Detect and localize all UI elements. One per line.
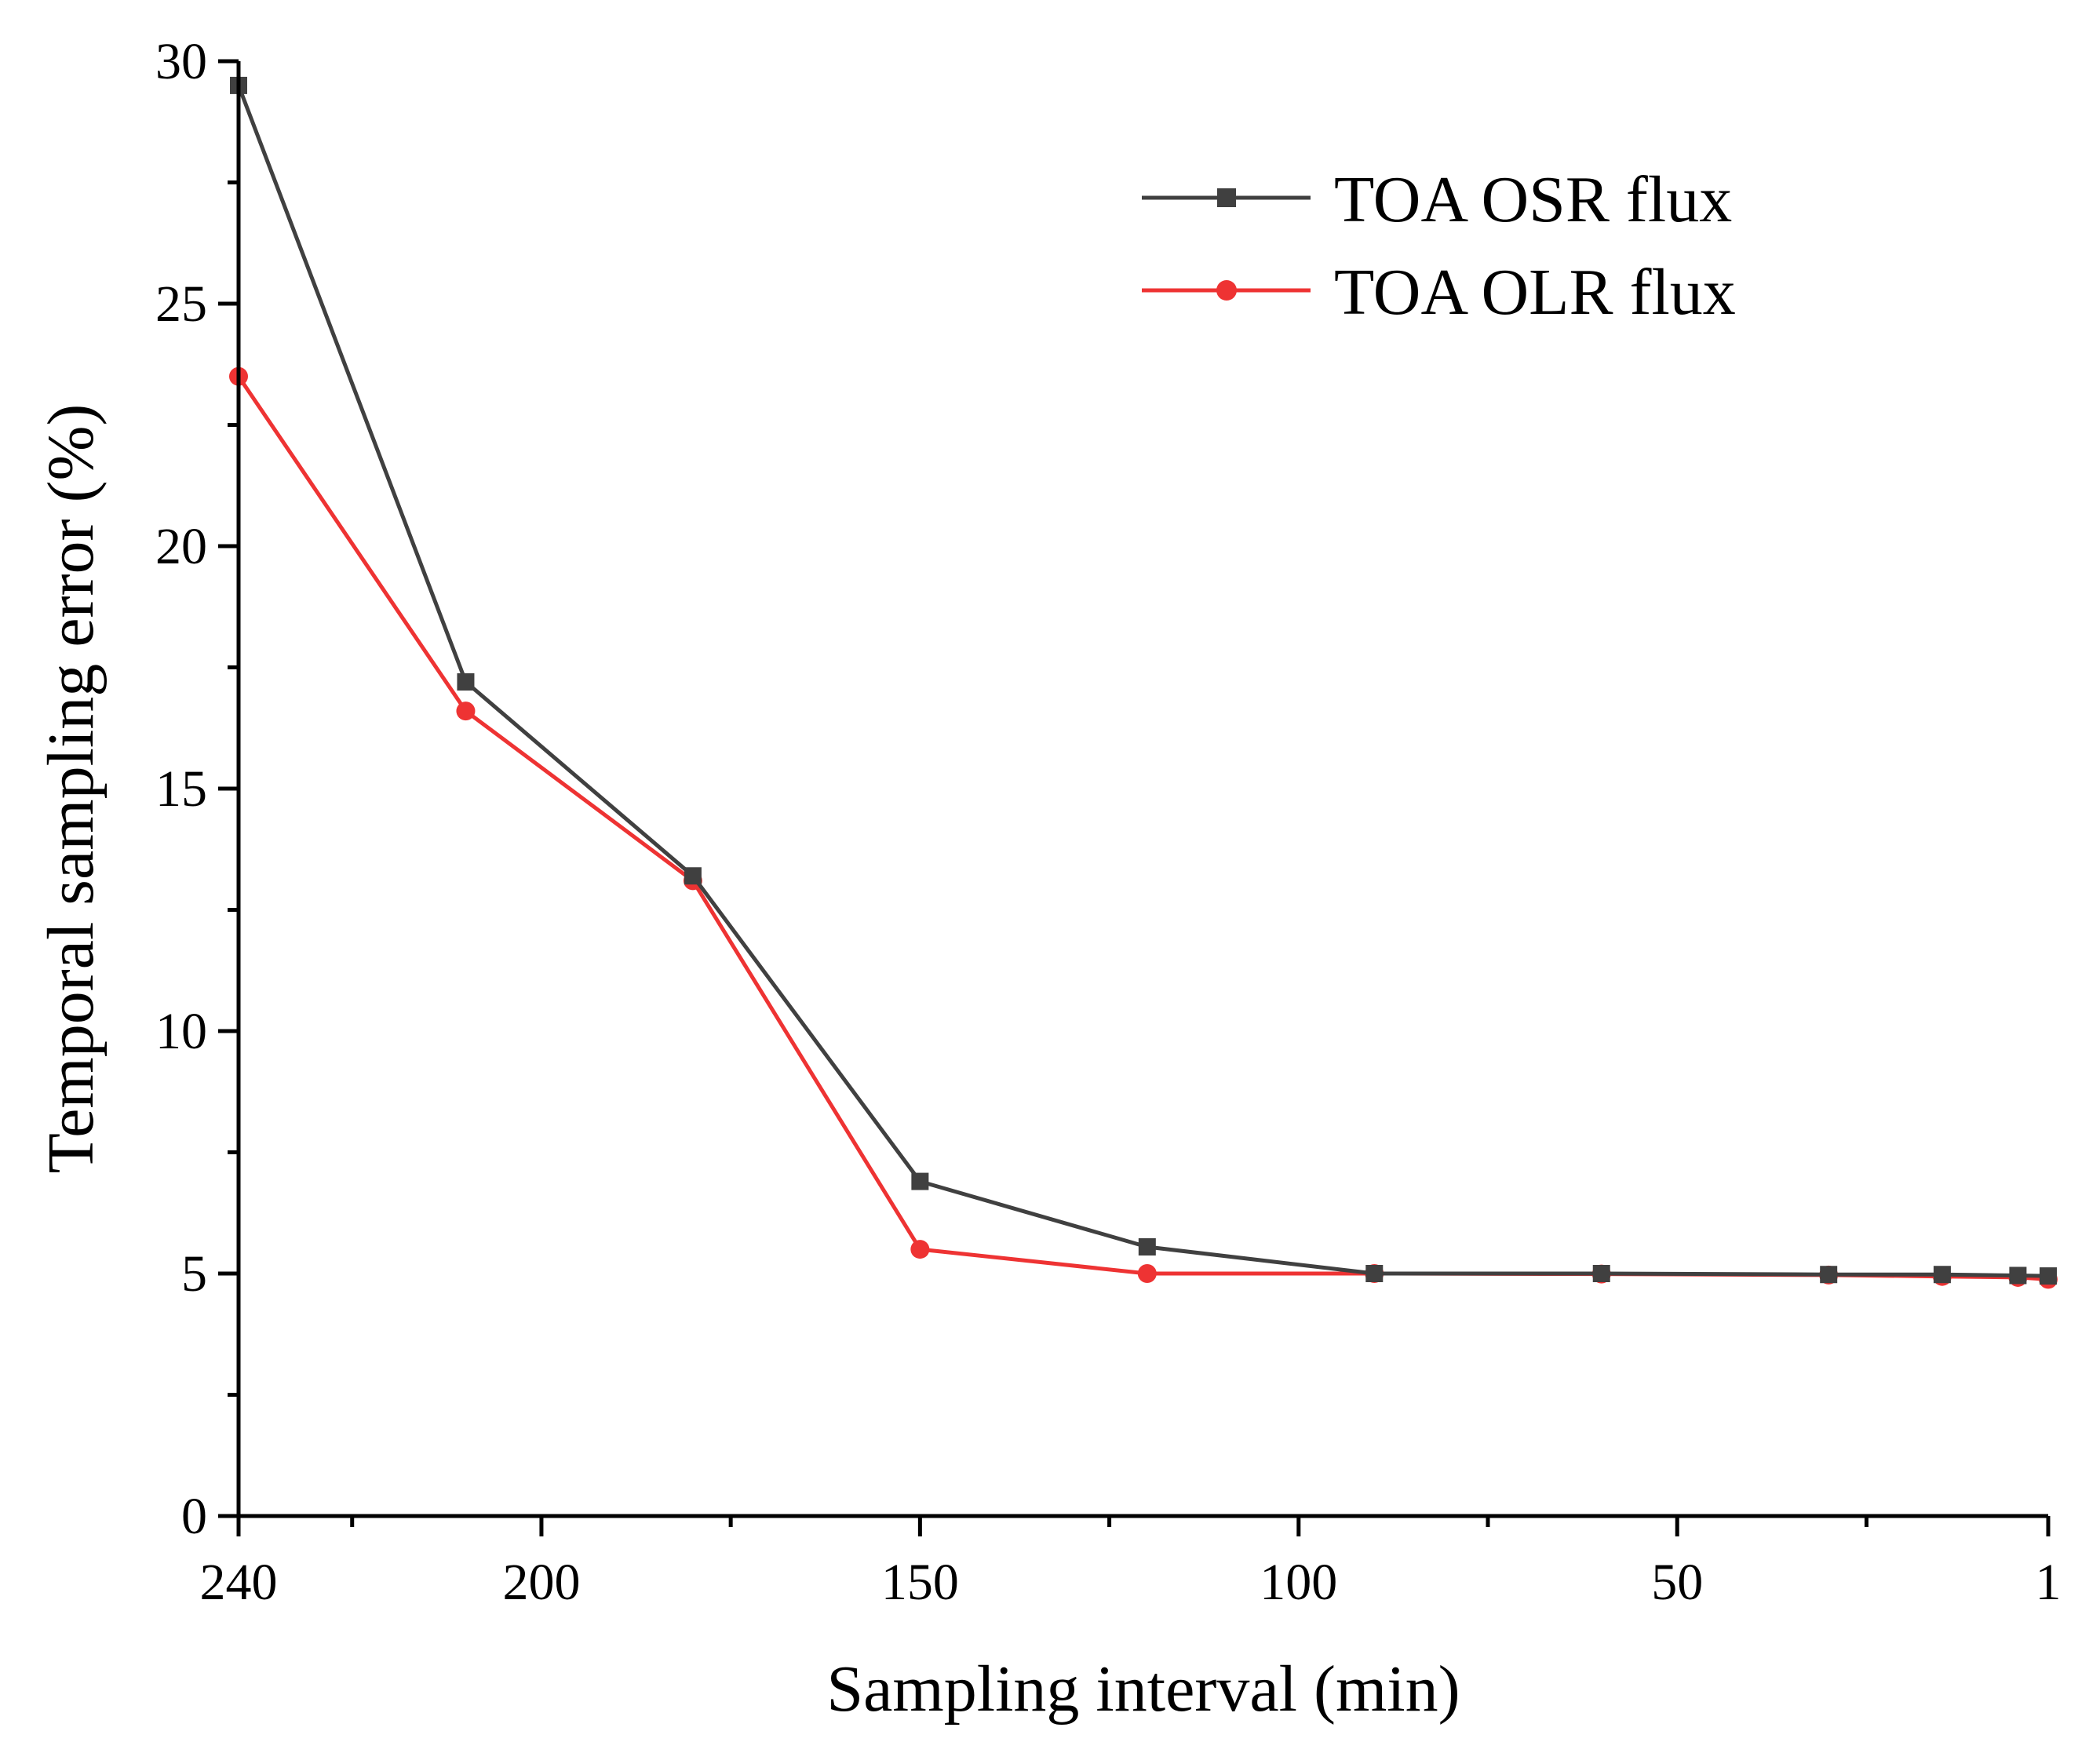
series-olr xyxy=(229,366,2058,1289)
data-point xyxy=(684,867,702,885)
y-tick-label: 25 xyxy=(155,275,207,333)
legend-olr-label: TOA OLR flux xyxy=(1334,256,1736,329)
data-point xyxy=(1933,1266,1951,1284)
data-point xyxy=(457,673,475,691)
y-tick-label: 30 xyxy=(155,33,207,90)
legend-item-osr: TOA OSR flux xyxy=(1142,163,1732,236)
legend-olr-marker xyxy=(1216,280,1237,301)
data-point xyxy=(1365,1265,1384,1282)
x-tick-label: 50 xyxy=(1651,1554,1703,1611)
legend-osr-label: TOA OSR flux xyxy=(1334,163,1732,236)
data-point xyxy=(1820,1266,1838,1284)
y-tick-label: 20 xyxy=(155,518,207,575)
series-layer xyxy=(229,76,2058,1289)
legend-osr-marker xyxy=(1217,188,1236,207)
data-point xyxy=(911,1172,929,1190)
y-tick-label: 15 xyxy=(155,760,207,818)
x-tick-label: 200 xyxy=(502,1554,580,1611)
series-line xyxy=(236,375,2049,1281)
x-tick-label: 1 xyxy=(2036,1554,2062,1611)
data-point xyxy=(2009,1266,2027,1285)
series-osr xyxy=(230,76,2057,1285)
data-point xyxy=(1137,1264,1157,1283)
plot-area: 240 200 150 100 50 1 0 5 10 15 20 25 30 xyxy=(155,33,2062,1611)
y-ticks: 0 5 10 15 20 25 30 xyxy=(155,33,239,1545)
legend: TOA OSR flux TOA OLR flux xyxy=(1142,163,1736,329)
series-line xyxy=(236,85,2049,1278)
x-tick-label: 150 xyxy=(881,1554,959,1611)
data-point xyxy=(1592,1265,1610,1282)
y-tick-label: 10 xyxy=(155,1003,207,1060)
y-tick-label: 0 xyxy=(181,1488,207,1545)
y-axis-title: Temporal sampling error (%) xyxy=(35,404,108,1174)
x-tick-label: 240 xyxy=(200,1554,278,1611)
data-point xyxy=(2040,1267,2057,1285)
data-point xyxy=(910,1240,930,1259)
y-tick-label: 5 xyxy=(181,1245,207,1303)
x-tick-label: 100 xyxy=(1260,1554,1337,1611)
x-ticks: 240 200 150 100 50 1 xyxy=(200,1516,2062,1611)
legend-item-olr: TOA OLR flux xyxy=(1142,256,1736,329)
x-axis-title: Sampling interval (min) xyxy=(826,1653,1460,1726)
data-point xyxy=(456,702,476,721)
data-point xyxy=(1138,1238,1156,1256)
